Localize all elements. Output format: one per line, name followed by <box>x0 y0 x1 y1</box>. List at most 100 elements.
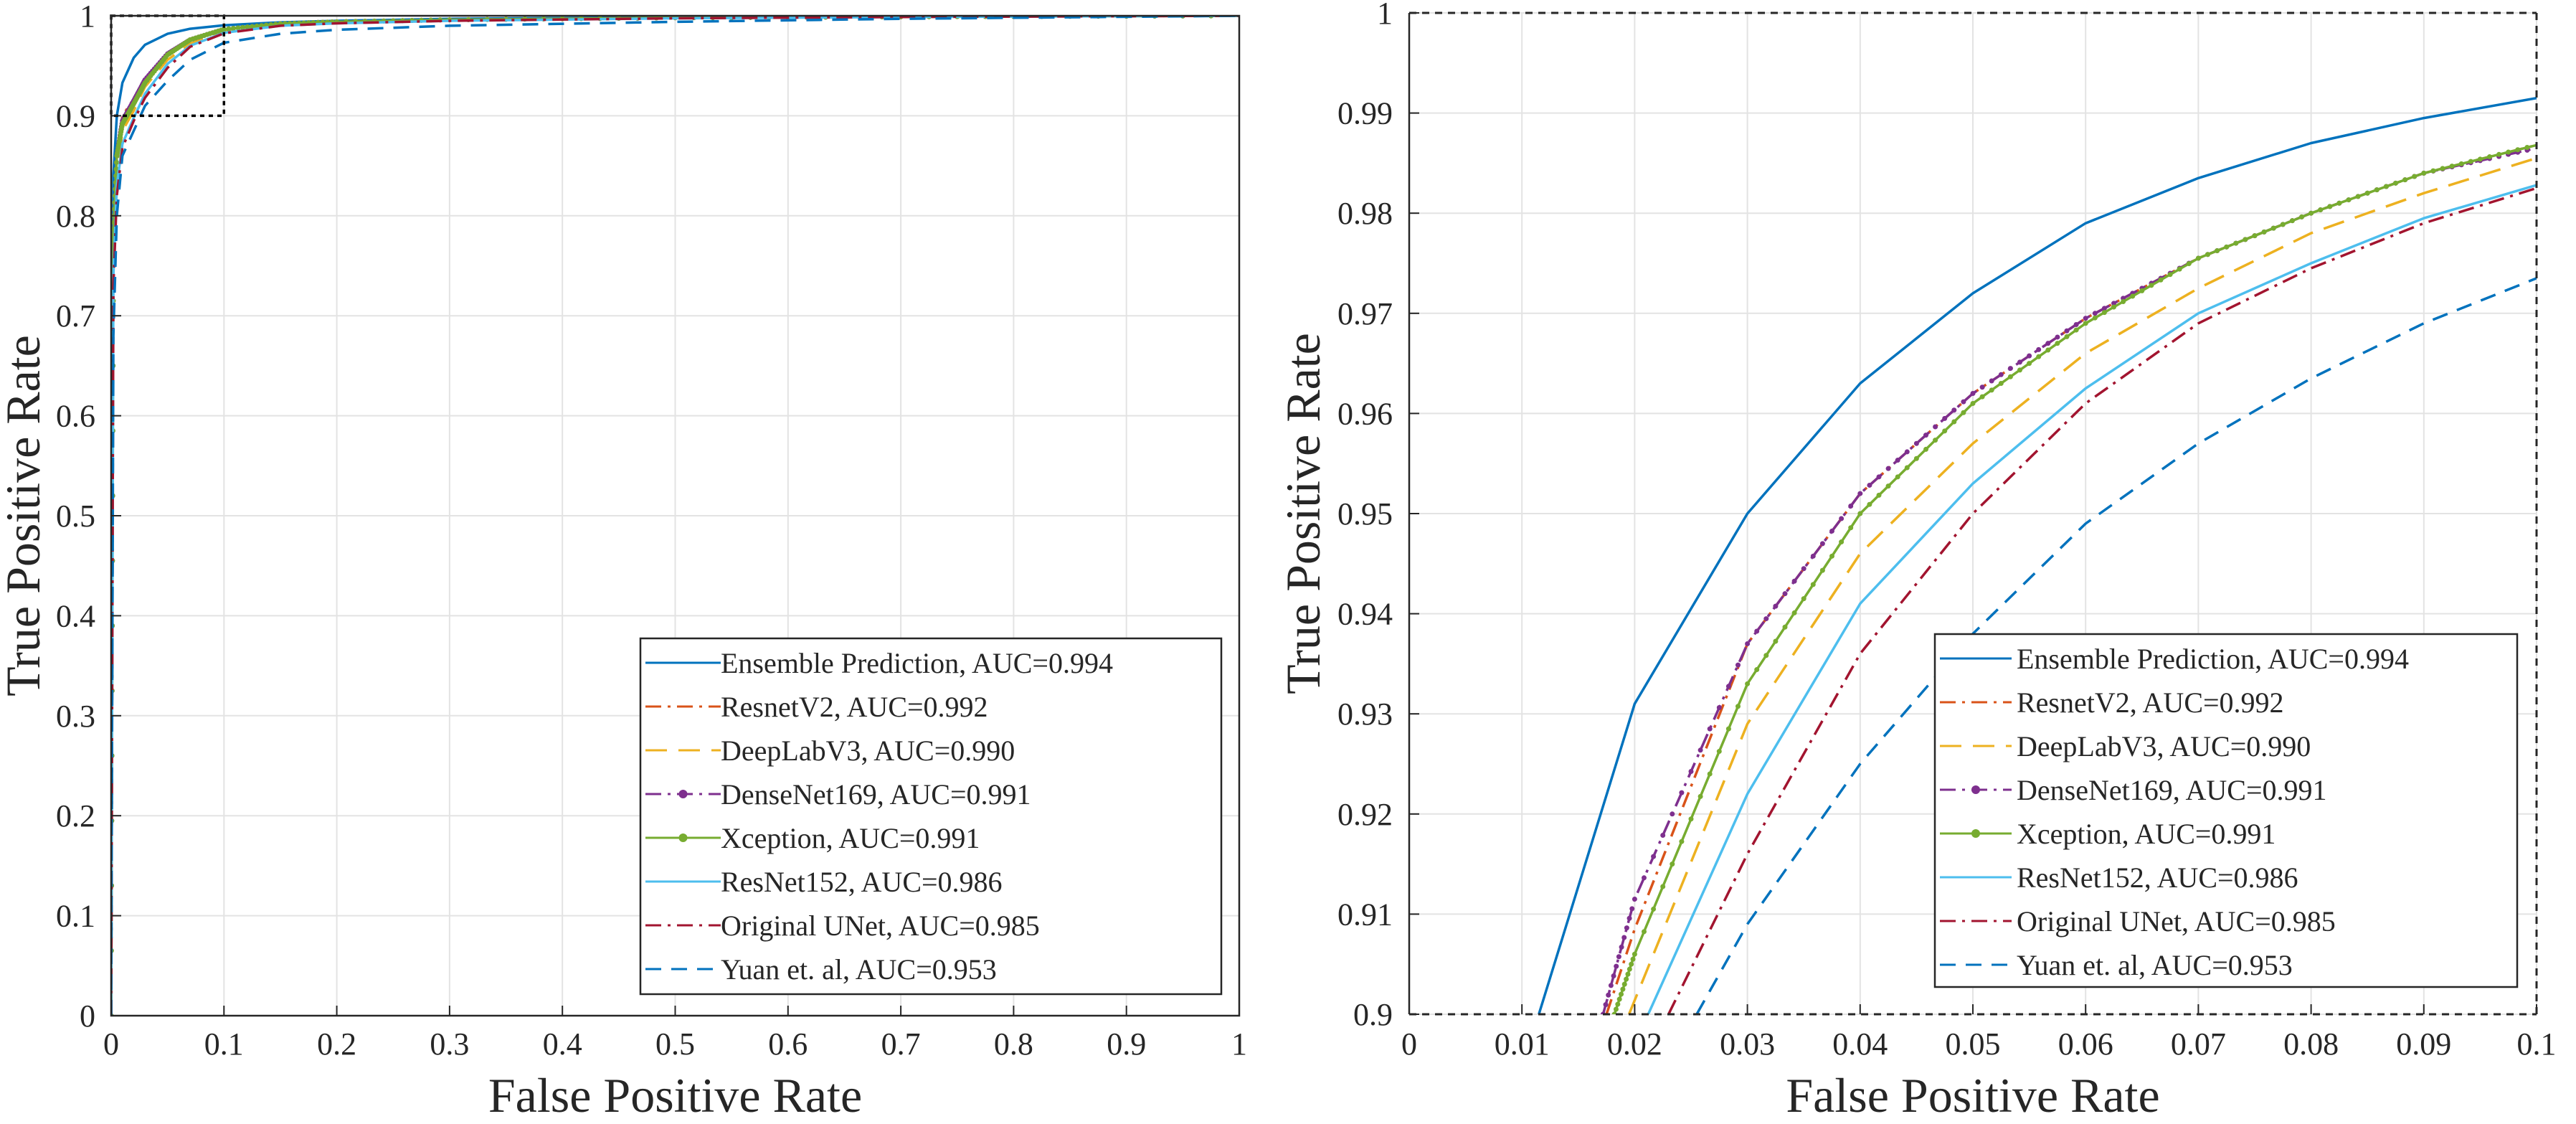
series-marker-3 <box>1782 591 1788 597</box>
x-tick-label: 0.05 <box>1946 1026 2001 1062</box>
series-marker-3 <box>1904 449 1910 455</box>
series-line-2 <box>1627 156 2537 1014</box>
series-marker-4 <box>2309 210 2314 216</box>
series-marker-4 <box>1763 653 1769 658</box>
x-tick-label: 0.03 <box>1720 1026 1775 1062</box>
legend-marker <box>678 833 688 842</box>
series-marker-3 <box>1829 528 1834 534</box>
series-marker-4 <box>1895 474 1900 480</box>
series-marker-4 <box>1848 525 1854 531</box>
x-tick-label: 0.08 <box>2283 1026 2339 1062</box>
legend-box <box>639 637 1223 996</box>
legend-label: DeepLabV3, AUC=0.990 <box>721 735 1015 767</box>
legend-label: DenseNet169, AUC=0.991 <box>721 778 1031 811</box>
series-marker-4 <box>1773 638 1779 644</box>
legend-label: Original UNet, AUC=0.985 <box>721 910 1040 942</box>
series-marker-4 <box>1961 410 1966 415</box>
x-tick-label: 0.9 <box>1107 1026 1146 1062</box>
series-marker-4 <box>2440 166 2445 171</box>
series-marker-4 <box>2167 272 2173 278</box>
series-marker-4 <box>2449 164 2455 169</box>
series-marker-4 <box>1688 816 1694 822</box>
legend: Ensemble Prediction, AUC=0.994 ResnetV2, … <box>639 637 1223 996</box>
series-marker-4 <box>1867 501 1872 507</box>
y-tick-label: 0.2 <box>56 798 95 833</box>
y-tick-label: 0.7 <box>56 298 95 334</box>
x-axis-title: False Positive Rate <box>1786 1068 2159 1123</box>
roc-chart-zoomed: 0 0.01 0.02 0.03 0.04 0.05 0.06 0.07 0.08 0.09 0.1… <box>1276 0 2557 1123</box>
series-marker-4 <box>2374 187 2380 193</box>
series-marker-4 <box>2430 168 2436 174</box>
series-marker-3 <box>2036 346 2042 352</box>
x-tick-label: 0.01 <box>1495 1026 1550 1062</box>
legend-label: Xception, AUC=0.991 <box>721 822 980 854</box>
series-marker-4 <box>1660 884 1666 889</box>
y-tick-label: 1 <box>1377 0 1393 31</box>
x-tick-label: 0.4 <box>543 1026 582 1062</box>
series-marker-4 <box>1791 610 1797 615</box>
series-marker-4 <box>2101 310 2107 316</box>
series-marker-3 <box>1688 768 1694 774</box>
legend: Ensemble Prediction, AUC=0.994 ResnetV2, … <box>1933 633 2519 988</box>
series-marker-3 <box>1867 482 1872 488</box>
series-marker-4 <box>1839 539 1845 545</box>
series-marker-3 <box>1608 983 1614 988</box>
series-marker-4 <box>1629 961 1634 967</box>
series-marker-4 <box>2045 347 2051 353</box>
series-marker-3 <box>1913 440 1919 446</box>
series-marker-4 <box>113 159 119 165</box>
series-marker-3 <box>1989 378 1994 384</box>
series-marker-4 <box>230 26 236 32</box>
series-marker-4 <box>1979 394 1985 400</box>
series-marker-4 <box>2383 184 2389 189</box>
series-marker-4 <box>2364 190 2370 196</box>
series-marker-3 <box>1942 415 1948 421</box>
series-marker-4 <box>2421 170 2427 176</box>
series-marker-4 <box>2224 244 2230 250</box>
series-marker-3 <box>2045 341 2051 346</box>
x-tick-label: 0.6 <box>768 1026 808 1062</box>
y-tick-label: 0.6 <box>56 399 95 434</box>
legend-marker <box>1971 829 1980 838</box>
series-marker-4 <box>240 24 246 30</box>
legend-marker <box>1971 785 1980 794</box>
series-marker-4 <box>1626 966 1632 972</box>
series-marker-4 <box>1630 956 1636 962</box>
series-marker-3 <box>1745 641 1751 646</box>
series-marker-4 <box>1632 951 1637 957</box>
series-marker-3 <box>1819 541 1825 547</box>
legend-box <box>1933 633 2519 988</box>
legend-label: ResNet152, AUC=0.986 <box>2017 861 2298 894</box>
series-marker-4 <box>1679 839 1685 844</box>
series-marker-4 <box>2496 151 2502 157</box>
series-marker-3 <box>1791 578 1797 584</box>
series-marker-4 <box>2036 354 2042 359</box>
series-marker-4 <box>2515 147 2521 153</box>
y-axis-title: True Positive Rate <box>1276 333 1330 694</box>
series-marker-4 <box>1725 726 1731 732</box>
y-tick-label: 0.91 <box>1337 897 1393 932</box>
series-marker-4 <box>1624 976 1629 982</box>
series-marker-4 <box>2299 214 2304 219</box>
series-marker-4 <box>1970 400 1976 406</box>
series-marker-4 <box>2177 266 2182 272</box>
series-marker-4 <box>1697 793 1703 799</box>
series-marker-4 <box>2252 233 2258 239</box>
series-marker-3 <box>1642 875 1647 881</box>
series-marker-4 <box>1615 1001 1621 1007</box>
series-marker-4 <box>2007 374 2013 379</box>
series-marker-3 <box>1624 925 1629 931</box>
series-marker-4 <box>1716 749 1722 755</box>
series-marker-3 <box>1697 747 1703 753</box>
y-axis-title: True Positive Rate <box>0 335 50 696</box>
series-marker-3 <box>1725 684 1731 689</box>
series-marker-4 <box>2458 161 2464 166</box>
series-marker-4 <box>2092 315 2098 321</box>
series-marker-4 <box>2346 197 2352 203</box>
series-marker-3 <box>1632 896 1637 902</box>
series-marker-4 <box>2149 283 2154 288</box>
y-tick-label: 0.99 <box>1337 96 1393 131</box>
series-marker-3 <box>2111 301 2116 306</box>
series-marker-4 <box>2336 200 2342 206</box>
